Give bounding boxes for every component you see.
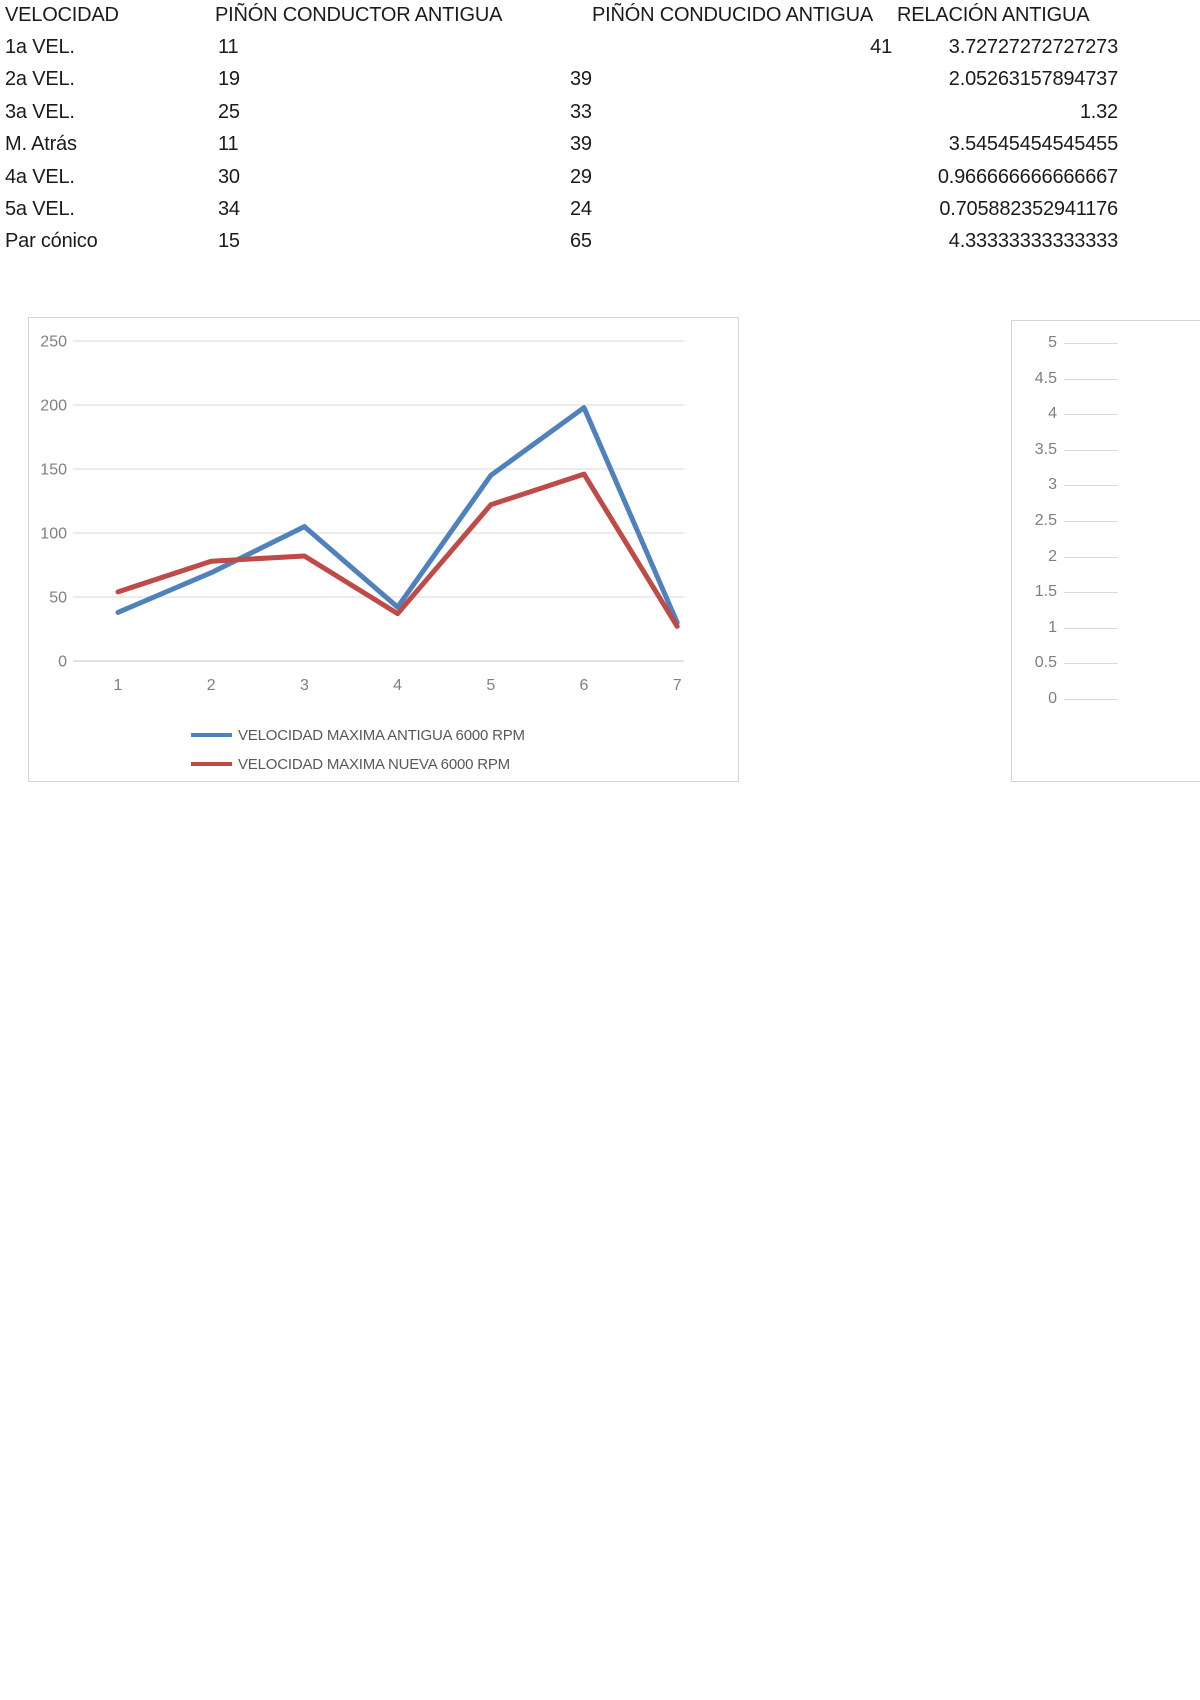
ratio-y-axis-tick-label: 2 — [1048, 548, 1057, 565]
ratio-y-axis-tick-label: 4.5 — [1034, 370, 1057, 387]
legend-line-swatch — [191, 762, 232, 766]
y-axis-tick-label: 200 — [40, 398, 67, 415]
cell-conducido[interactable]: 29 — [570, 166, 592, 188]
legend-label: VELOCIDAD MAXIMA ANTIGUA 6000 RPM — [238, 726, 525, 744]
cell-conducido[interactable]: 39 — [570, 133, 592, 155]
ratio-y-axis-tick-line — [1064, 379, 1118, 380]
y-axis-tick-label: 250 — [40, 334, 67, 351]
table-header-conductor: PIÑÓN CONDUCTOR ANTIGUA — [215, 4, 503, 26]
x-axis-tick-label: 4 — [393, 677, 402, 694]
cell-conductor[interactable]: 11 — [218, 36, 239, 58]
cell-conducido[interactable]: 39 — [570, 68, 592, 90]
ratio-y-axis-tick-label: 2.5 — [1034, 512, 1057, 529]
cell-conducido[interactable]: 24 — [570, 198, 592, 220]
cell-conductor[interactable]: 25 — [218, 101, 240, 123]
ratio-y-axis-tick-line — [1064, 414, 1118, 415]
ratio-y-axis-tick-label: 5 — [1048, 334, 1057, 351]
x-axis-tick-label: 5 — [486, 677, 495, 694]
ratio-y-axis-tick-line — [1064, 663, 1118, 664]
ratio-y-axis-tick-label: 0.5 — [1034, 654, 1057, 671]
y-axis-tick-label: 100 — [40, 526, 67, 543]
legend-item: VELOCIDAD MAXIMA ANTIGUA 6000 RPM — [191, 725, 525, 745]
x-axis-tick-label: 2 — [207, 677, 216, 694]
y-axis-tick-label: 150 — [40, 462, 67, 479]
ratio-chart-partial[interactable]: 5 4.5 4 3.5 3 2.5 2 1.5 1 0.5 0 — [1011, 320, 1200, 782]
cell-conductor[interactable]: 11 — [218, 133, 239, 155]
cell-relacion[interactable]: 1.32 — [1079, 101, 1118, 123]
cell-relacion[interactable]: 0.966666666666667 — [937, 166, 1118, 188]
legend-line-swatch — [191, 733, 232, 737]
y-axis-tick-label: 0 — [58, 654, 67, 671]
ratio-y-axis-tick-label: 4 — [1048, 405, 1057, 422]
cell-velocidad[interactable]: 2a VEL. — [5, 68, 75, 90]
table-header-conducido: PIÑÓN CONDUCIDO ANTIGUA — [592, 4, 873, 26]
cell-conducido-alt[interactable]: 41 — [870, 36, 892, 58]
ratio-y-axis-tick-label: 1.5 — [1034, 583, 1057, 600]
cell-relacion[interactable]: 0.705882352941176 — [939, 198, 1118, 220]
x-axis-tick-label: 3 — [300, 677, 309, 694]
cell-relacion[interactable]: 3.54545454545455 — [948, 133, 1118, 155]
ratio-y-axis-tick-line — [1064, 343, 1118, 344]
cell-conducido[interactable]: 65 — [570, 230, 592, 252]
ratio-y-axis-tick-line — [1064, 557, 1118, 558]
cell-velocidad[interactable]: Par cónico — [5, 230, 98, 252]
table-header-velocidad: VELOCIDAD — [5, 4, 119, 26]
cell-velocidad[interactable]: 1a VEL. — [5, 36, 75, 58]
cell-relacion[interactable]: 4.33333333333333 — [948, 230, 1118, 252]
ratio-y-axis-tick-line — [1064, 592, 1118, 593]
cell-conductor[interactable]: 34 — [218, 198, 240, 220]
cell-velocidad[interactable]: 4a VEL. — [5, 166, 75, 188]
ratio-y-axis-tick-label: 3.5 — [1034, 441, 1057, 458]
series-line-antigua — [115, 405, 680, 626]
x-axis-tick-label: 7 — [673, 677, 682, 694]
cell-velocidad[interactable]: M. Atrás — [5, 133, 77, 155]
speed-line-chart[interactable]: 250 200 150 100 50 0 1 2 3 4 5 6 7 VELOCIDAD MAXIMA … — [28, 317, 739, 782]
ratio-y-axis-tick-line — [1064, 699, 1118, 700]
cell-relacion[interactable]: 3.72727272727273 — [948, 36, 1118, 58]
ratio-y-axis-tick-line — [1064, 485, 1118, 486]
cell-relacion[interactable]: 2.05263157894737 — [948, 68, 1118, 90]
legend-item: VELOCIDAD MAXIMA NUEVA 6000 RPM — [191, 754, 510, 774]
x-axis-tick-label: 6 — [580, 677, 589, 694]
cell-conductor[interactable]: 19 — [218, 68, 240, 90]
ratio-y-axis-tick-line — [1064, 450, 1118, 451]
legend-label: VELOCIDAD MAXIMA NUEVA 6000 RPM — [238, 755, 510, 773]
series-line-nueva — [115, 471, 680, 629]
y-axis-tick-label: 50 — [49, 590, 67, 607]
ratio-y-axis-tick-label: 0 — [1048, 690, 1057, 707]
cell-conductor[interactable]: 30 — [218, 166, 240, 188]
x-axis-tick-label: 1 — [114, 677, 123, 694]
table-header-relacion: RELACIÓN ANTIGUA — [897, 4, 1090, 26]
ratio-y-axis-tick-line — [1064, 628, 1118, 629]
ratio-y-axis-tick-label: 3 — [1048, 476, 1057, 493]
cell-velocidad[interactable]: 3a VEL. — [5, 101, 75, 123]
cell-conductor[interactable]: 15 — [218, 230, 240, 252]
cell-velocidad[interactable]: 5a VEL. — [5, 198, 75, 220]
ratio-y-axis-tick-line — [1064, 521, 1118, 522]
cell-conducido[interactable]: 33 — [570, 101, 592, 123]
speed-line-chart-plot: 250 200 150 100 50 0 1 2 3 4 5 6 7 — [40, 334, 684, 694]
ratio-y-axis-tick-label: 1 — [1048, 619, 1057, 636]
